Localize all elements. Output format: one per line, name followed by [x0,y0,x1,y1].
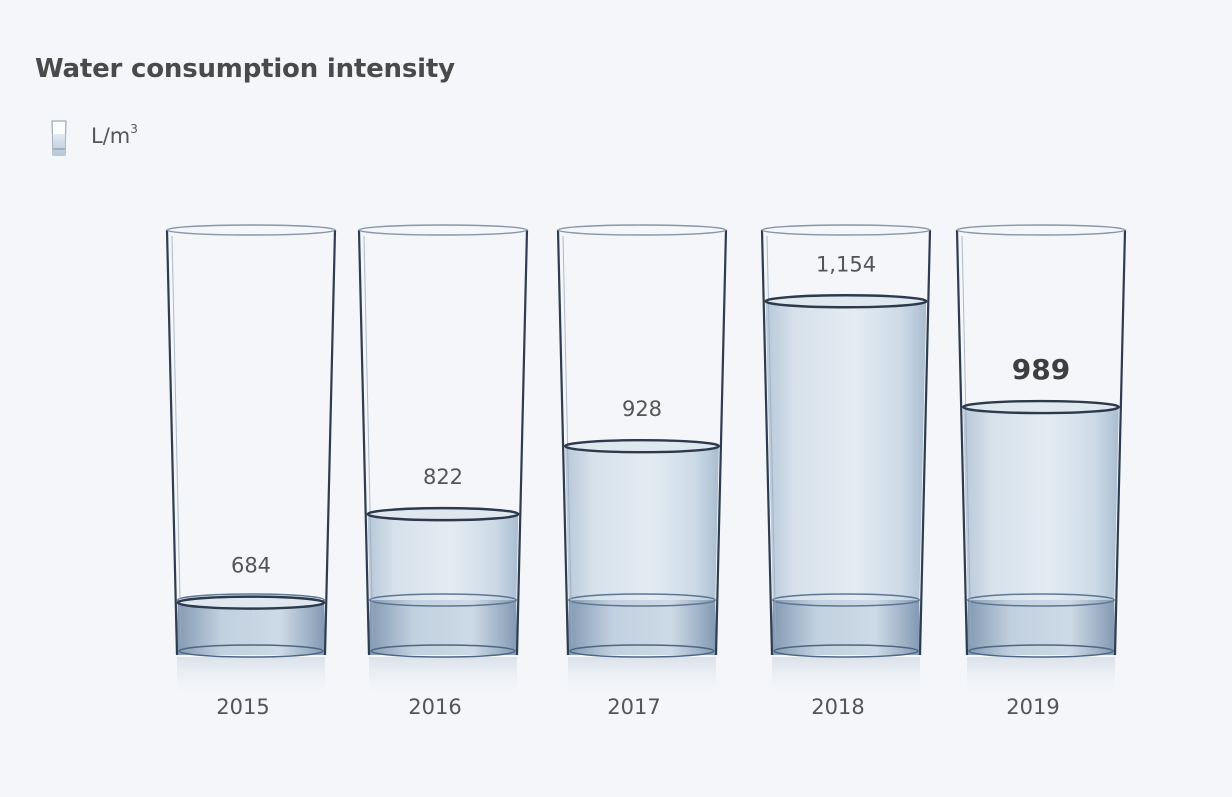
water-surface [764,294,928,309]
unit-label: L/m3 [91,122,138,148]
glass-reflection [967,657,1115,697]
glass-base [967,600,1115,655]
glass-2019: 989 2019 [955,224,1127,719]
glass-bottom-rim [569,644,715,658]
glass-outline [357,229,529,656]
glass-reflection [772,657,920,697]
glass-highlight [171,235,182,646]
category-label: 2019 [1006,695,1059,719]
glass-bottom-rim [370,644,516,658]
glass-highlight [562,235,573,646]
glass-base-rim [966,593,1116,607]
value-label: 684 [231,554,271,578]
glass-2015: 684 2015 [165,224,337,719]
glass-highlight [766,235,777,646]
glass-base [369,600,517,655]
category-label: 2018 [811,695,864,719]
water-bar [963,407,1119,600]
water-surface [176,595,326,610]
glass-outline [955,229,1127,656]
glass-bottom-rim [178,644,324,658]
glass-base [772,600,920,655]
water-bar [765,301,927,600]
glass-reflection [568,657,716,697]
legend: L/m3 [49,118,138,158]
glass-rim [166,224,336,236]
category-label: 2016 [408,695,461,719]
glass-rim [557,224,727,236]
water-surface [366,506,520,522]
glass-2017: 928 2017 [556,224,728,719]
glass-bottom-rim [773,644,919,658]
chart-title: Water consumption intensity [35,54,455,84]
glass-rim [956,224,1126,236]
glass-bottom-rim [968,644,1114,658]
glass-reflection [177,657,325,697]
glass-base-rim [567,593,717,607]
glass-2018: 1,154 2018 [760,224,932,719]
glass-base-rim [771,593,921,607]
glass-2016: 822 2016 [357,224,529,719]
water-bar [367,514,519,600]
glass-reflection [369,657,517,697]
glass-highlight [363,235,374,646]
glass-icon [51,120,67,156]
category-label: 2015 [216,695,269,719]
water-bar [565,446,719,600]
value-label: 928 [622,397,662,421]
glass-outline [165,229,337,656]
glass-base [177,600,325,655]
glass-base [568,600,716,655]
category-label: 2017 [607,695,660,719]
glass-highlight [961,235,972,646]
glass-rim [761,224,931,236]
glass-outline [556,229,728,656]
value-label: 989 [1012,353,1070,386]
glass-outline [760,229,932,656]
glass-base-rim [368,593,518,607]
value-label: 1,154 [816,252,876,276]
glass-rim [358,224,528,236]
water-surface [961,399,1121,415]
water-surface [563,438,721,454]
value-label: 822 [423,465,463,489]
